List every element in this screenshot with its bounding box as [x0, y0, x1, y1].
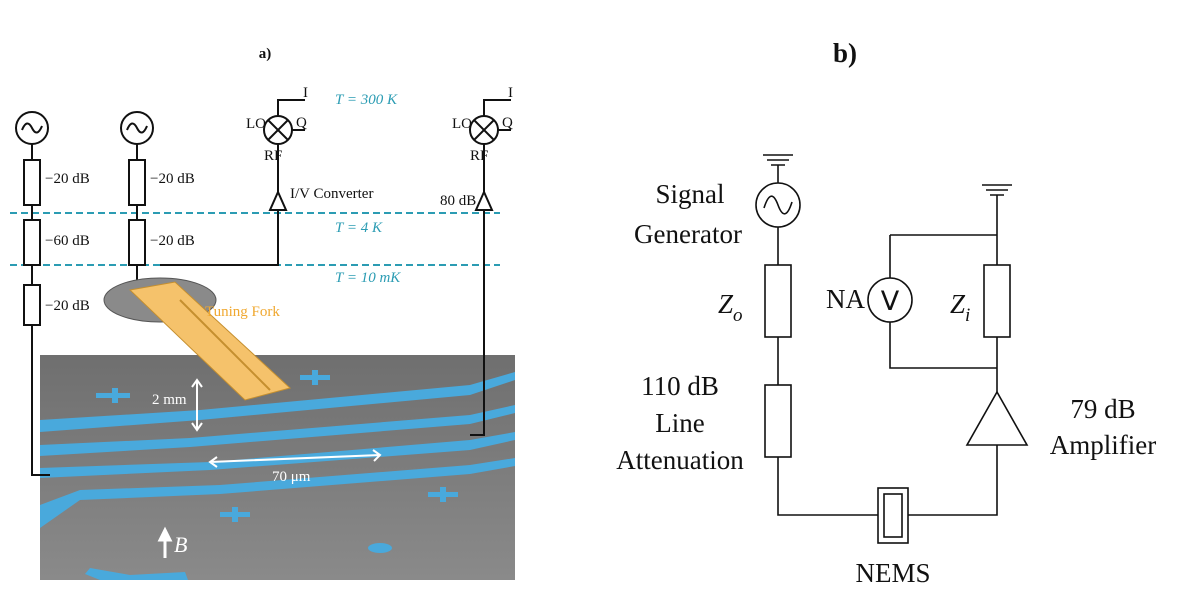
attenuator — [24, 160, 40, 205]
panel-label: b) — [833, 38, 857, 68]
impedance-label: Zi — [950, 289, 970, 326]
scale-label: 2 mm — [152, 392, 187, 408]
attenuation-label: −20 dB — [45, 298, 90, 314]
sine — [764, 196, 792, 214]
attenuation-label: −20 dB — [45, 171, 90, 187]
port-label: RF — [264, 148, 282, 164]
generator-label: Signal — [655, 179, 724, 209]
amplifier-label: Amplifier — [1050, 430, 1156, 460]
resistor — [765, 265, 791, 337]
amplifier — [476, 192, 492, 210]
temperature: T = 300 K — [335, 92, 398, 108]
wire — [890, 185, 1012, 515]
field-label: B — [174, 532, 187, 557]
figure: a) T = 300 K T = 4 K T = 10 mK −20 dB −6… — [0, 0, 1179, 590]
attenuation-label: −20 dB — [150, 171, 195, 187]
port-label: I — [303, 85, 308, 101]
converter — [270, 192, 286, 210]
panel-b: b) Signal Generator Zo 110 dB Line Atten… — [616, 38, 1156, 588]
converter-label: I/V Converter — [290, 186, 373, 202]
attenuator — [129, 220, 145, 265]
subscript: o — [733, 305, 743, 326]
page: Measurement setup {"panel_a":{"label":"a… — [0, 0, 1179, 590]
impedance-label: Zo — [718, 289, 743, 326]
tuning-fork-label: Tuning Fork — [205, 304, 280, 320]
nems — [884, 494, 902, 537]
attenuator — [24, 285, 40, 325]
symbol: Z — [718, 289, 734, 319]
amplifier-label: 79 dB — [1070, 394, 1135, 424]
attenuator — [129, 160, 145, 205]
generator-label: Generator — [634, 219, 742, 249]
sine — [127, 123, 147, 132]
analyzer-label: NA — [826, 284, 865, 314]
sine — [22, 123, 42, 132]
temperature: T = 4 K — [335, 220, 383, 236]
port-label: RF — [470, 148, 488, 164]
attenuation-label: Attenuation — [616, 445, 744, 475]
subscript: i — [965, 305, 970, 326]
attenuation-label: 110 dB — [641, 371, 719, 401]
temperature: T = 10 mK — [335, 270, 401, 286]
port-label: LO — [246, 116, 266, 132]
port-label: Q — [296, 115, 307, 131]
panel-label: a) — [259, 46, 272, 62]
port-label: LO — [452, 116, 472, 132]
nems — [878, 488, 908, 543]
attenuation-label: −60 dB — [45, 233, 90, 249]
panel-a: a) T = 300 K T = 4 K T = 10 mK −20 dB −6… — [10, 46, 515, 580]
amplifier-label: 80 dB — [440, 193, 476, 209]
source-chain: −20 dB −20 dB — [121, 112, 195, 282]
attenuation-label: Line — [655, 408, 704, 438]
body: a) T = 300 K T = 4 K T = 10 mK −20 dB −6… — [0, 0, 1179, 590]
symbol: Z — [950, 289, 966, 319]
resistor — [984, 265, 1010, 337]
scale-label: 70 μm — [272, 469, 311, 485]
port-label: Q — [502, 115, 513, 131]
attenuation-label: −20 dB — [150, 233, 195, 249]
amplifier — [967, 392, 1027, 445]
attenuator — [24, 220, 40, 265]
nems-label: NEMS — [855, 558, 930, 588]
resistor — [765, 385, 791, 457]
meter-label: V — [881, 286, 900, 317]
port-label: I — [508, 85, 513, 101]
